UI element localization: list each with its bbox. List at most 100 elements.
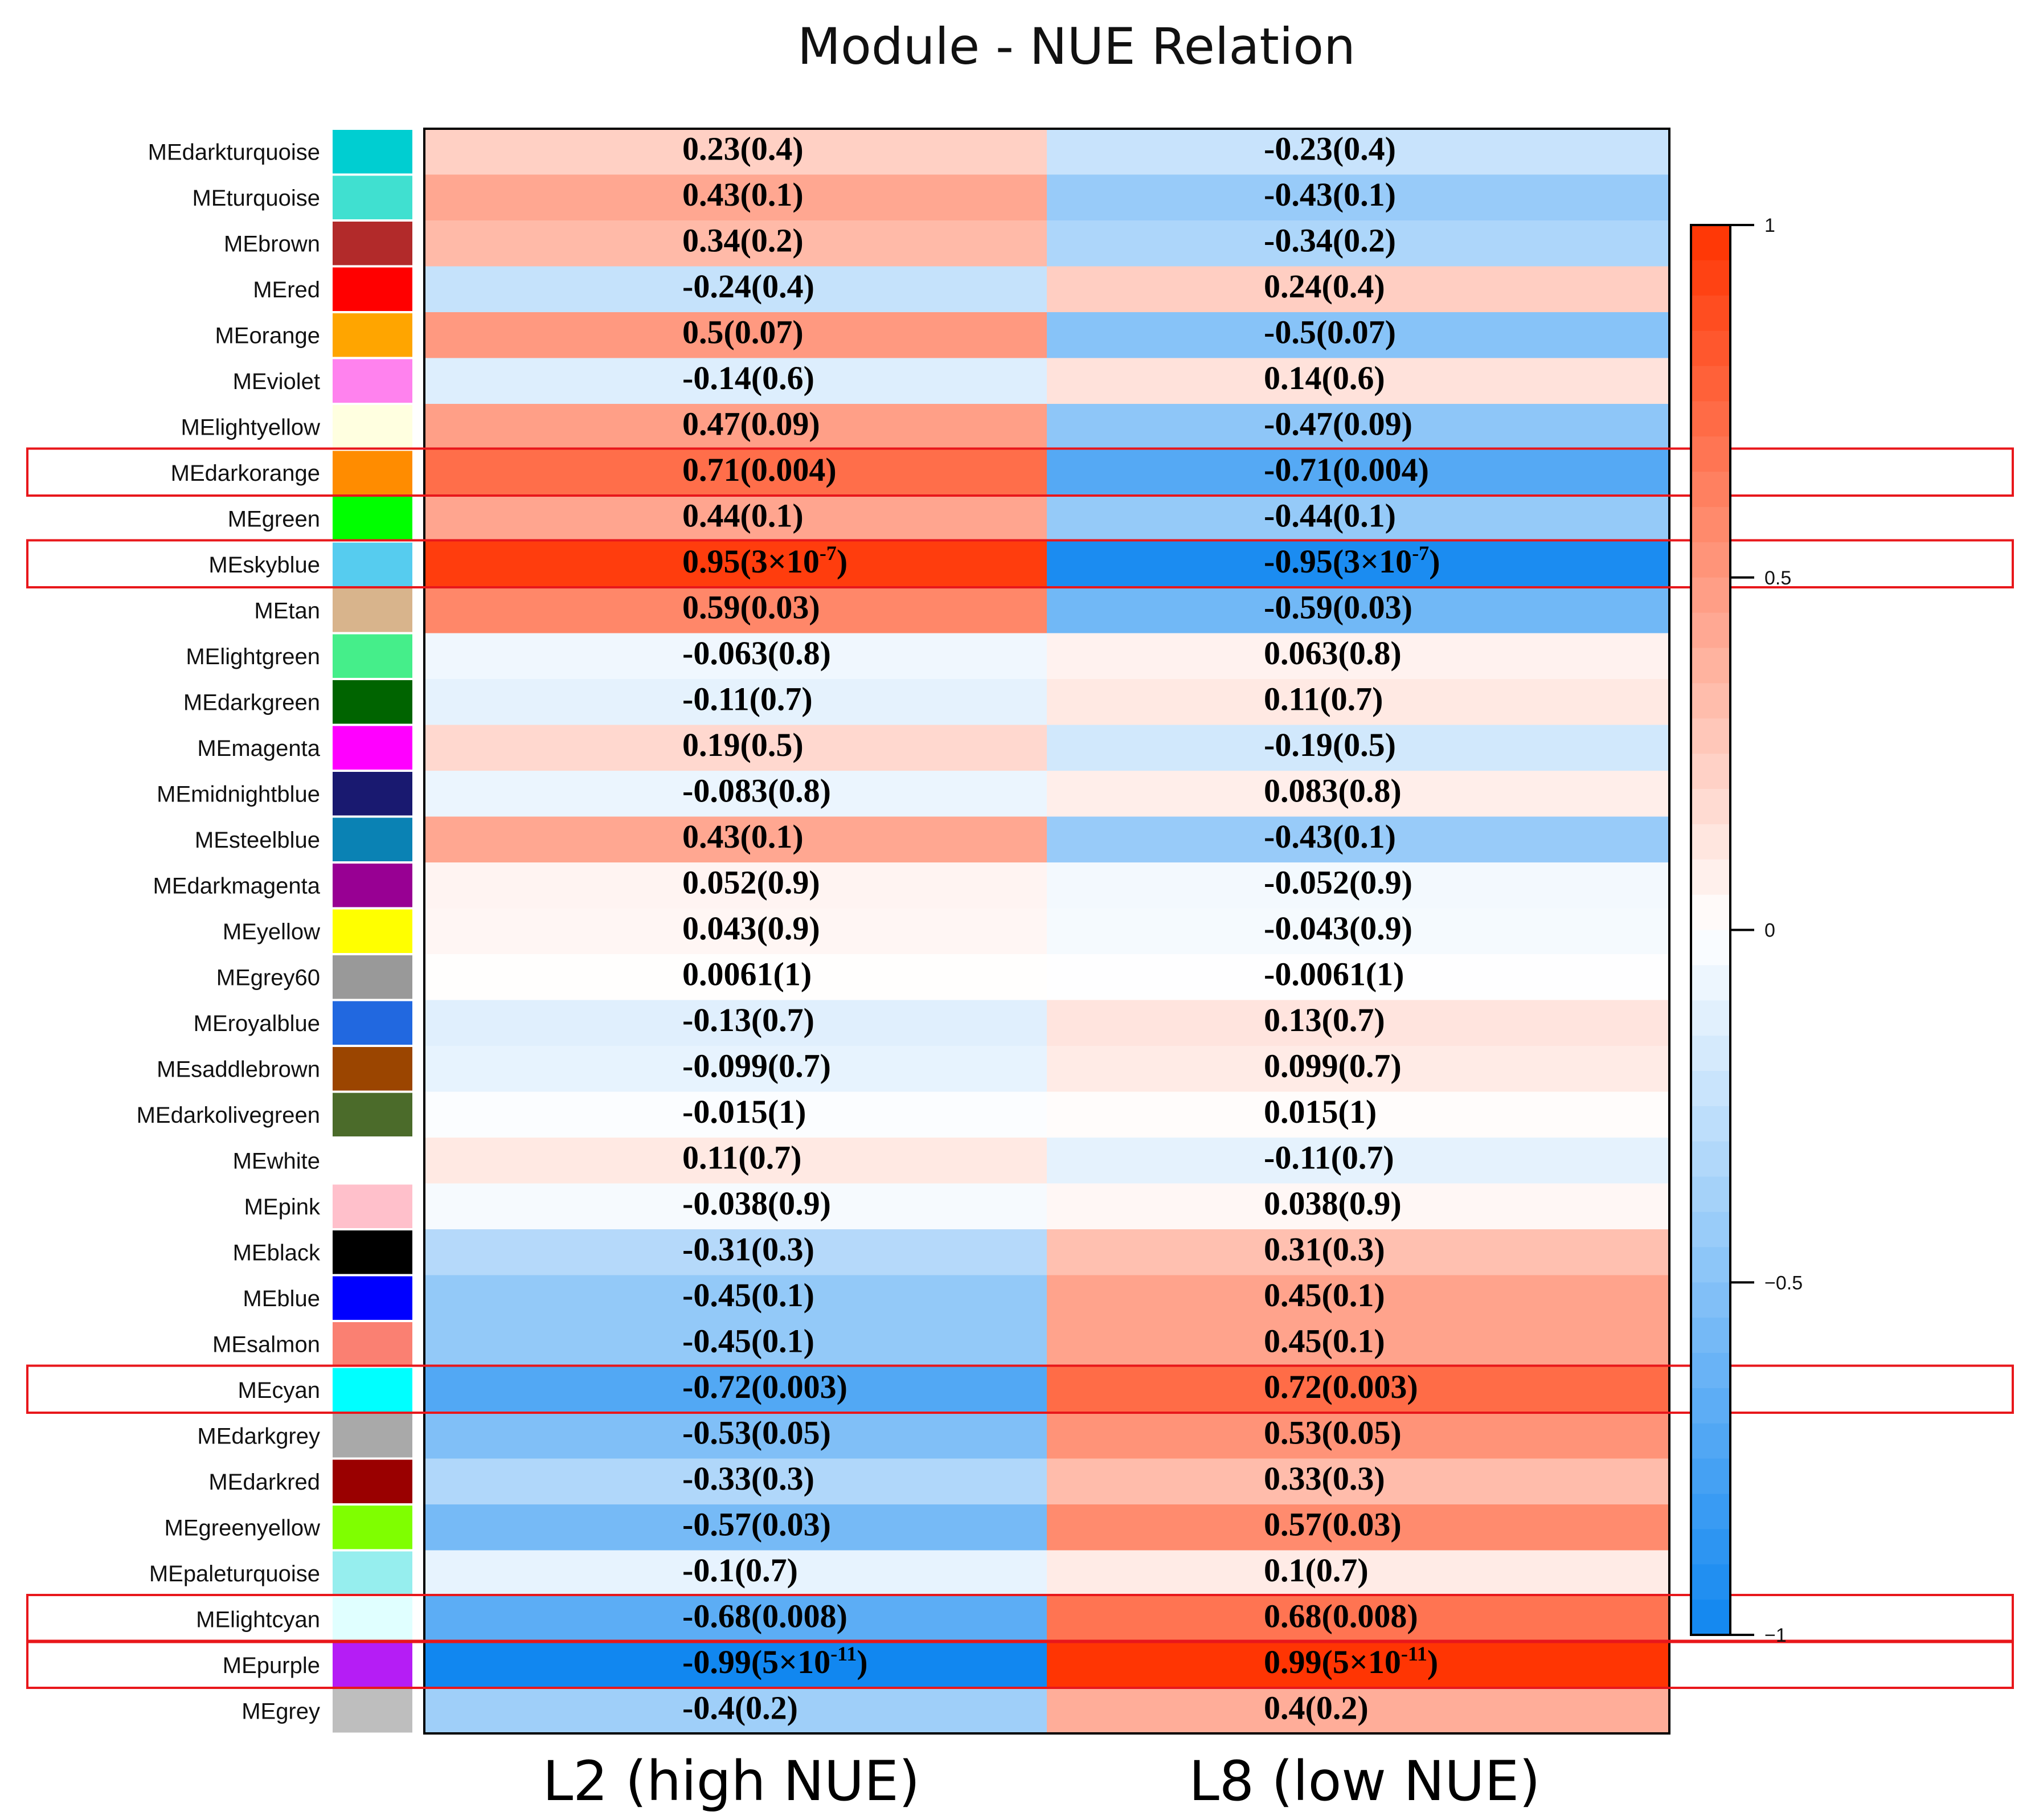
heatmap-cell	[1047, 1138, 1669, 1184]
table-row: MEviolet -0.14(0.6) 0.14(0.6)	[233, 358, 1669, 404]
heatmap-cell	[424, 1321, 1047, 1368]
cell-value: -0.083(0.8)	[682, 772, 831, 809]
module-swatch	[333, 1230, 412, 1274]
heatmap-cell	[424, 1642, 1047, 1688]
module-swatch	[333, 772, 412, 816]
heatmap-cell	[1047, 862, 1669, 909]
cell-value: 0.015(1)	[1264, 1093, 1377, 1130]
heatmap-cell	[424, 771, 1047, 817]
cell-value: -0.53(0.05)	[682, 1414, 831, 1451]
cell-value: 0.72(0.003)	[1264, 1368, 1418, 1405]
cell-value: 0.44(0.1)	[682, 497, 804, 534]
cell-value: -0.33(0.3)	[682, 1460, 814, 1497]
row-label: MEmagenta	[197, 736, 320, 761]
cell-value: 0.038(0.9)	[1264, 1185, 1402, 1222]
row-label: MEpaleturquoise	[149, 1561, 320, 1586]
cell-value: 0.052(0.9)	[682, 864, 820, 901]
table-row: MEyellow 0.043(0.9) -0.043(0.9)	[223, 908, 1669, 955]
cell-value: -0.038(0.9)	[682, 1185, 831, 1222]
colorbar-step	[1691, 612, 1730, 649]
colorbar-step	[1691, 683, 1730, 719]
row-label: MEtan	[254, 598, 320, 623]
colorbar-step	[1691, 1564, 1730, 1600]
row-label: MEpink	[244, 1195, 321, 1220]
heatmap-cell	[1047, 1504, 1669, 1551]
cell-value: -0.43(0.1)	[1264, 818, 1396, 855]
colorbar-step	[1691, 1529, 1730, 1565]
module-swatch	[333, 542, 412, 586]
heatmap-cell	[424, 1000, 1047, 1046]
module-swatch	[333, 1459, 412, 1503]
cell-value: 0.11(0.7)	[682, 1139, 801, 1176]
cell-value: -0.4(0.2)	[682, 1689, 798, 1726]
colorbar-tick-label: 1	[1764, 215, 1775, 236]
table-row: MEdarkgrey -0.53(0.05) 0.53(0.05)	[197, 1413, 1669, 1459]
table-row: MEsalmon -0.45(0.1) 0.45(0.1)	[212, 1321, 1669, 1368]
heatmap-cell	[1047, 220, 1669, 267]
colorbar-step	[1691, 1423, 1730, 1459]
heatmap-cell	[424, 1688, 1047, 1735]
module-swatch	[333, 1551, 412, 1595]
cell-value: 0.099(0.7)	[1264, 1047, 1402, 1084]
cell-value: 0.53(0.05)	[1264, 1414, 1402, 1451]
row-label: MEblue	[243, 1286, 320, 1311]
cell-value: -0.0061(1)	[1264, 955, 1404, 992]
heatmap-cell	[424, 908, 1047, 955]
module-swatch	[333, 175, 412, 219]
row-label: MEmidnightblue	[157, 782, 320, 807]
row-label: MElightyellow	[181, 415, 320, 440]
cell-value: 0.33(0.3)	[1264, 1460, 1385, 1497]
colorbar-step	[1691, 436, 1730, 472]
cell-value: -0.24(0.4)	[682, 268, 814, 305]
highlight-box	[26, 1639, 2014, 1689]
module-swatch	[333, 1047, 412, 1091]
colorbar-step	[1691, 859, 1730, 895]
heatmap-cell	[1047, 1183, 1669, 1230]
row-label: MEorange	[215, 323, 320, 348]
row-label: MEdarkgrey	[197, 1424, 320, 1449]
heatmap-cell	[1047, 1596, 1669, 1643]
table-row: MEdarkred -0.33(0.3) 0.33(0.3)	[208, 1458, 1669, 1505]
colorbar-tick-label: −1	[1764, 1625, 1787, 1646]
heatmap-cell	[1047, 266, 1669, 313]
row-label: MEyellow	[223, 919, 320, 944]
table-row: MEgrey60 0.0061(1) -0.0061(1)	[216, 954, 1669, 1001]
heatmap-cell	[1047, 725, 1669, 771]
row-label: MEviolet	[233, 369, 320, 394]
cell-value: 0.1(0.7)	[1264, 1552, 1369, 1589]
row-label: MEdarkgreen	[183, 690, 320, 715]
heatmap-cell	[1047, 449, 1669, 496]
row-label: MEdarkmagenta	[153, 873, 321, 898]
cell-value: 0.31(0.3)	[1264, 1230, 1385, 1267]
cell-value: 0.43(0.1)	[682, 818, 804, 855]
colorbar-step	[1691, 789, 1730, 825]
cell-value: 0.57(0.03)	[1264, 1506, 1402, 1543]
chart-title: Module - NUE Relation	[797, 17, 1356, 76]
table-row: MEbrown 0.34(0.2) -0.34(0.2)	[224, 220, 1669, 267]
cell-value: -0.19(0.5)	[1264, 726, 1396, 763]
row-label: MEroyalblue	[194, 1011, 320, 1036]
cell-value: 0.19(0.5)	[682, 726, 804, 763]
cell-value: 0.0061(1)	[682, 955, 812, 992]
heatmap-cell	[1047, 1458, 1669, 1505]
cell-value: 0.11(0.7)	[1264, 680, 1383, 717]
colorbar-step	[1691, 1141, 1730, 1177]
colorbar-step	[1691, 930, 1730, 966]
colorbar-step	[1691, 1494, 1730, 1530]
row-label: MEturquoise	[192, 186, 320, 211]
cell-value: -0.72(0.003)	[682, 1368, 847, 1405]
module-swatch	[333, 1001, 412, 1045]
table-row: MEcyan -0.72(0.003) 0.72(0.003)	[238, 1367, 1669, 1413]
table-row: MEdarkturquoise 0.23(0.4) -0.23(0.4)	[148, 129, 1669, 175]
heatmap-cell	[424, 220, 1047, 267]
cell-value: -0.015(1)	[682, 1093, 806, 1130]
table-row: MEwhite 0.11(0.7) -0.11(0.7)	[233, 1138, 1669, 1184]
table-row: MEsaddlebrown -0.099(0.7) 0.099(0.7)	[157, 1046, 1669, 1093]
cell-value: -0.052(0.9)	[1264, 864, 1412, 901]
cell-value: 0.4(0.2)	[1264, 1689, 1369, 1726]
cell-value: -0.45(0.1)	[682, 1322, 814, 1359]
cell-value: -0.59(0.03)	[1264, 588, 1412, 625]
heatmap-cell	[424, 266, 1047, 313]
colorbar-step	[1691, 1071, 1730, 1107]
heatmap-cell	[424, 312, 1047, 359]
